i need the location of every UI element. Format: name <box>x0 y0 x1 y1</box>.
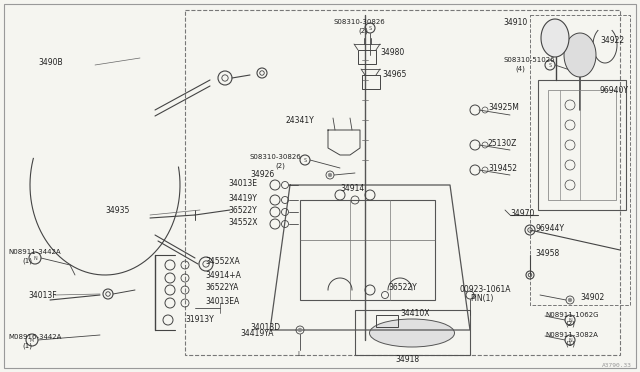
Text: 34013EA: 34013EA <box>205 296 239 305</box>
Text: 34902: 34902 <box>580 294 604 302</box>
Text: 319452: 319452 <box>488 164 517 173</box>
Text: 34935: 34935 <box>105 205 129 215</box>
Text: 36522YA: 36522YA <box>205 283 238 292</box>
Text: (1): (1) <box>22 343 32 349</box>
Bar <box>358 50 376 64</box>
Bar <box>530 15 630 305</box>
Text: 34965: 34965 <box>382 70 406 78</box>
Text: S: S <box>369 26 372 31</box>
Text: 34914+A: 34914+A <box>205 272 241 280</box>
Text: 34922: 34922 <box>600 35 624 45</box>
Text: M08916-3442A: M08916-3442A <box>8 334 61 340</box>
Text: N: N <box>568 337 572 343</box>
Text: 34910: 34910 <box>503 17 527 26</box>
Text: 34926: 34926 <box>250 170 275 179</box>
Text: S08310-30826: S08310-30826 <box>333 19 385 25</box>
Text: L: L <box>297 351 301 357</box>
Text: 34013D: 34013D <box>250 323 280 331</box>
Ellipse shape <box>369 319 454 347</box>
Text: 34552XA: 34552XA <box>205 257 240 266</box>
Text: (2): (2) <box>565 321 575 327</box>
Text: 34013F: 34013F <box>28 291 56 299</box>
Text: S: S <box>548 62 552 67</box>
Text: 34914: 34914 <box>340 183 364 192</box>
Text: N08911-1062G: N08911-1062G <box>545 312 598 318</box>
Text: 34552X: 34552X <box>228 218 257 227</box>
Text: S08310-51026: S08310-51026 <box>503 57 555 63</box>
Circle shape <box>298 328 302 332</box>
Text: 00923-1061A: 00923-1061A <box>460 285 511 295</box>
Text: 34419YA: 34419YA <box>240 328 273 337</box>
Text: 34419Y: 34419Y <box>228 193 257 202</box>
Text: 96940Y: 96940Y <box>600 86 629 94</box>
Text: N: N <box>33 256 37 260</box>
Polygon shape <box>564 33 596 77</box>
Text: 34918: 34918 <box>395 356 419 365</box>
Text: (2): (2) <box>358 28 368 34</box>
Text: 34958: 34958 <box>535 248 559 257</box>
Bar <box>185 10 620 355</box>
Text: M: M <box>30 337 34 343</box>
Text: 25130Z: 25130Z <box>488 138 517 148</box>
Bar <box>300 200 435 300</box>
Text: 34013E: 34013E <box>228 179 257 187</box>
Text: 36522Y: 36522Y <box>388 283 417 292</box>
Circle shape <box>328 173 332 177</box>
Text: PIN(1): PIN(1) <box>470 295 493 304</box>
Text: 34980: 34980 <box>380 48 404 57</box>
Text: 34970: 34970 <box>510 208 534 218</box>
Bar <box>376 315 398 327</box>
Bar <box>355 310 470 355</box>
Text: 36522Y: 36522Y <box>228 205 257 215</box>
Bar <box>362 75 380 89</box>
Text: (1): (1) <box>22 258 32 264</box>
Text: 34410X: 34410X <box>400 308 429 317</box>
Bar <box>538 80 626 210</box>
Bar <box>548 90 616 200</box>
Text: (4): (4) <box>515 66 525 72</box>
Polygon shape <box>541 19 569 57</box>
Text: N08911-3442A: N08911-3442A <box>8 249 61 255</box>
Text: N: N <box>568 317 572 323</box>
Circle shape <box>568 298 572 302</box>
Text: 31913Y: 31913Y <box>185 315 214 324</box>
Text: 24341Y: 24341Y <box>285 115 314 125</box>
Text: A3790.33: A3790.33 <box>602 363 632 368</box>
Text: 3490B: 3490B <box>38 58 63 67</box>
Text: (1): (1) <box>565 341 575 347</box>
Text: S08310-30826: S08310-30826 <box>250 154 301 160</box>
Text: N08911-3082A: N08911-3082A <box>545 332 598 338</box>
Text: 96944Y: 96944Y <box>535 224 564 232</box>
Text: S: S <box>303 157 307 163</box>
Text: (2): (2) <box>275 163 285 169</box>
Text: 34925M: 34925M <box>488 103 519 112</box>
